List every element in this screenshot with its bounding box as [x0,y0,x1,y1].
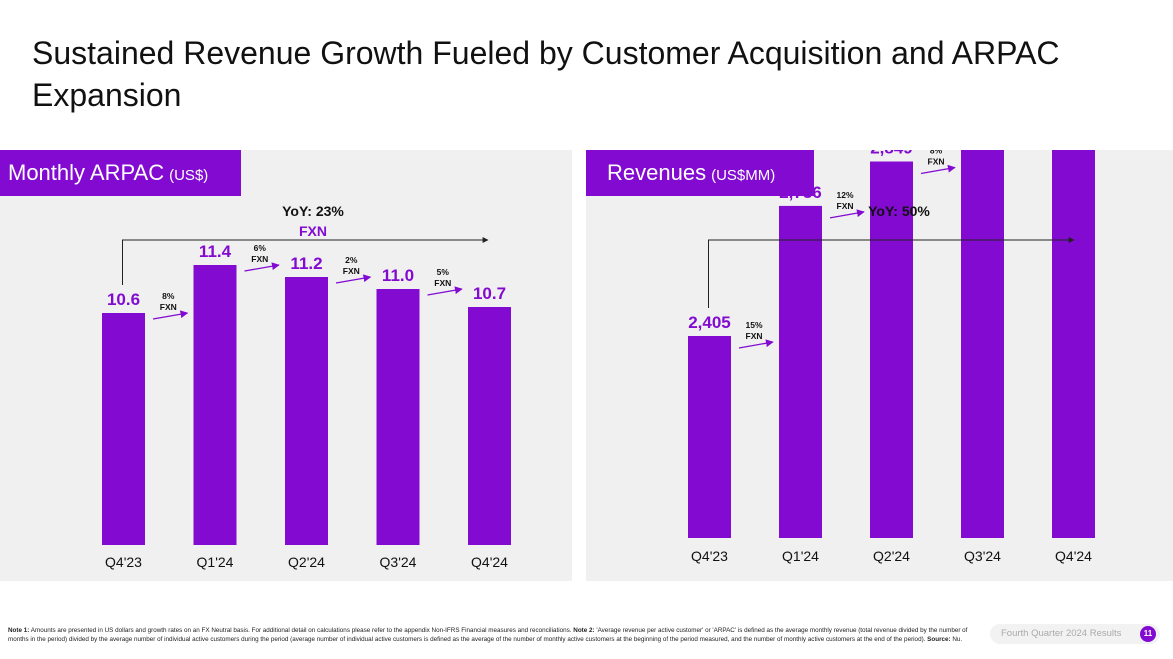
revenue-growth-arrow [920,164,956,175]
arpac-category-label: Q4'23 [105,554,142,570]
revenues-title-text: Revenues [607,160,707,185]
arpac-value-label: 11.4 [199,242,232,261]
arpac-growth-arrow [335,274,372,284]
revenue-bar [688,336,731,538]
revenue-category-label: Q3'24 [964,548,1001,564]
footer-badge [990,624,1160,644]
arpac-category-label: Q4'24 [471,554,508,570]
arpac-growth-pct: 8% [162,291,175,301]
arpac-category-label: Q2'24 [288,554,325,570]
arpac-growth-pct: 2% [345,255,358,265]
revenue-bar [779,205,822,538]
arpac-growth-pct: 6% [254,243,267,253]
page-number: 11 [1140,626,1156,642]
note2-text: 'Average revenue per active customer' or… [8,627,968,643]
arpac-growth-arrow [427,286,463,296]
revenue-growth-pct: 12% [836,190,853,200]
revenue-bar [1052,150,1095,538]
revenues-unit: (US$MM) [711,166,776,184]
footnote: Note 1: Amounts are presented in US doll… [8,627,986,645]
arpac-value-label: 11.2 [290,254,322,273]
revenue-yoy-label: YoY: 50% [868,203,930,219]
arpac-value-label: 11.0 [382,266,414,285]
arpac-yoy-arrow [122,237,489,285]
arpac-bar [376,289,420,545]
arpac-title-text: Monthly ARPAC [8,160,165,185]
note2-label: Note 2: [573,627,595,634]
source-label: Source: [927,635,951,643]
arpac-growth-fxn: FXN [343,266,360,276]
note1-label: Note 1: [8,627,30,634]
revenue-bar [961,150,1004,538]
arpac-bar [102,313,145,545]
arpac-bar [285,277,328,545]
arpac-value-label: 10.7 [473,284,506,303]
revenue-growth-pct: 8% [930,150,943,156]
arpac-value-label: 10.6 [107,290,140,309]
revenue-yoy-arrow [708,237,1075,308]
arpac-growth-arrow [152,310,189,320]
footer-label: Fourth Quarter 2024 Results [1001,628,1122,639]
source-text: Nu. [950,635,963,643]
revenue-yoy-sub: FXN [885,223,913,239]
revenue-growth-fxn: FXN [928,157,945,167]
arpac-yoy-label: YoY: 23% [282,203,344,219]
arpac-growth-pct: 5% [437,267,450,277]
revenue-bar [870,161,913,538]
revenue-value-label: 2,849 [870,150,913,158]
arpac-growth-arrow [244,262,280,272]
arpac-growth-fxn: FXN [251,254,268,264]
arpac-chart: 10.6 Q4'23 11.4 Q1'24 11.2 Q2'24 11.0 Q3'24 10.7… [102,203,511,570]
arpac-yoy-sub: FXN [299,223,327,239]
revenue-category-label: Q4'24 [1055,548,1092,564]
arpac-chart-title: Monthly ARPAC (US$) [0,150,241,196]
revenue-growth-arrow [829,209,865,219]
revenue-value-label: 2,405 [688,313,731,332]
revenue-category-label: Q2'24 [873,548,910,564]
arpac-category-label: Q1'24 [197,554,234,570]
revenue-growth-arrow [738,339,774,349]
slide-title: Sustained Revenue Growth Fueled by Custo… [32,35,1060,113]
note1-text: Amounts are presented in US dollars and … [29,627,574,634]
arpac-bar [468,307,511,545]
revenue-growth-pct: 15% [745,320,762,330]
revenue-growth-fxn: FXN [837,201,854,211]
revenue-category-label: Q4'23 [691,548,728,564]
arpac-unit: (US$) [169,166,209,184]
arpac-category-label: Q3'24 [380,554,417,570]
revenue-category-label: Q1'24 [782,548,819,564]
revenues-chart-title: Revenues (US$MM) [586,150,814,196]
arpac-growth-fxn: FXN [160,302,177,312]
arpac-bar [193,265,237,545]
revenue-growth-fxn: FXN [746,331,763,341]
arpac-growth-fxn: FXN [434,278,451,288]
revenues-chart: 2,405Q4'232,736Q1'242,849Q2'242,943Q3'24… [688,150,1095,564]
